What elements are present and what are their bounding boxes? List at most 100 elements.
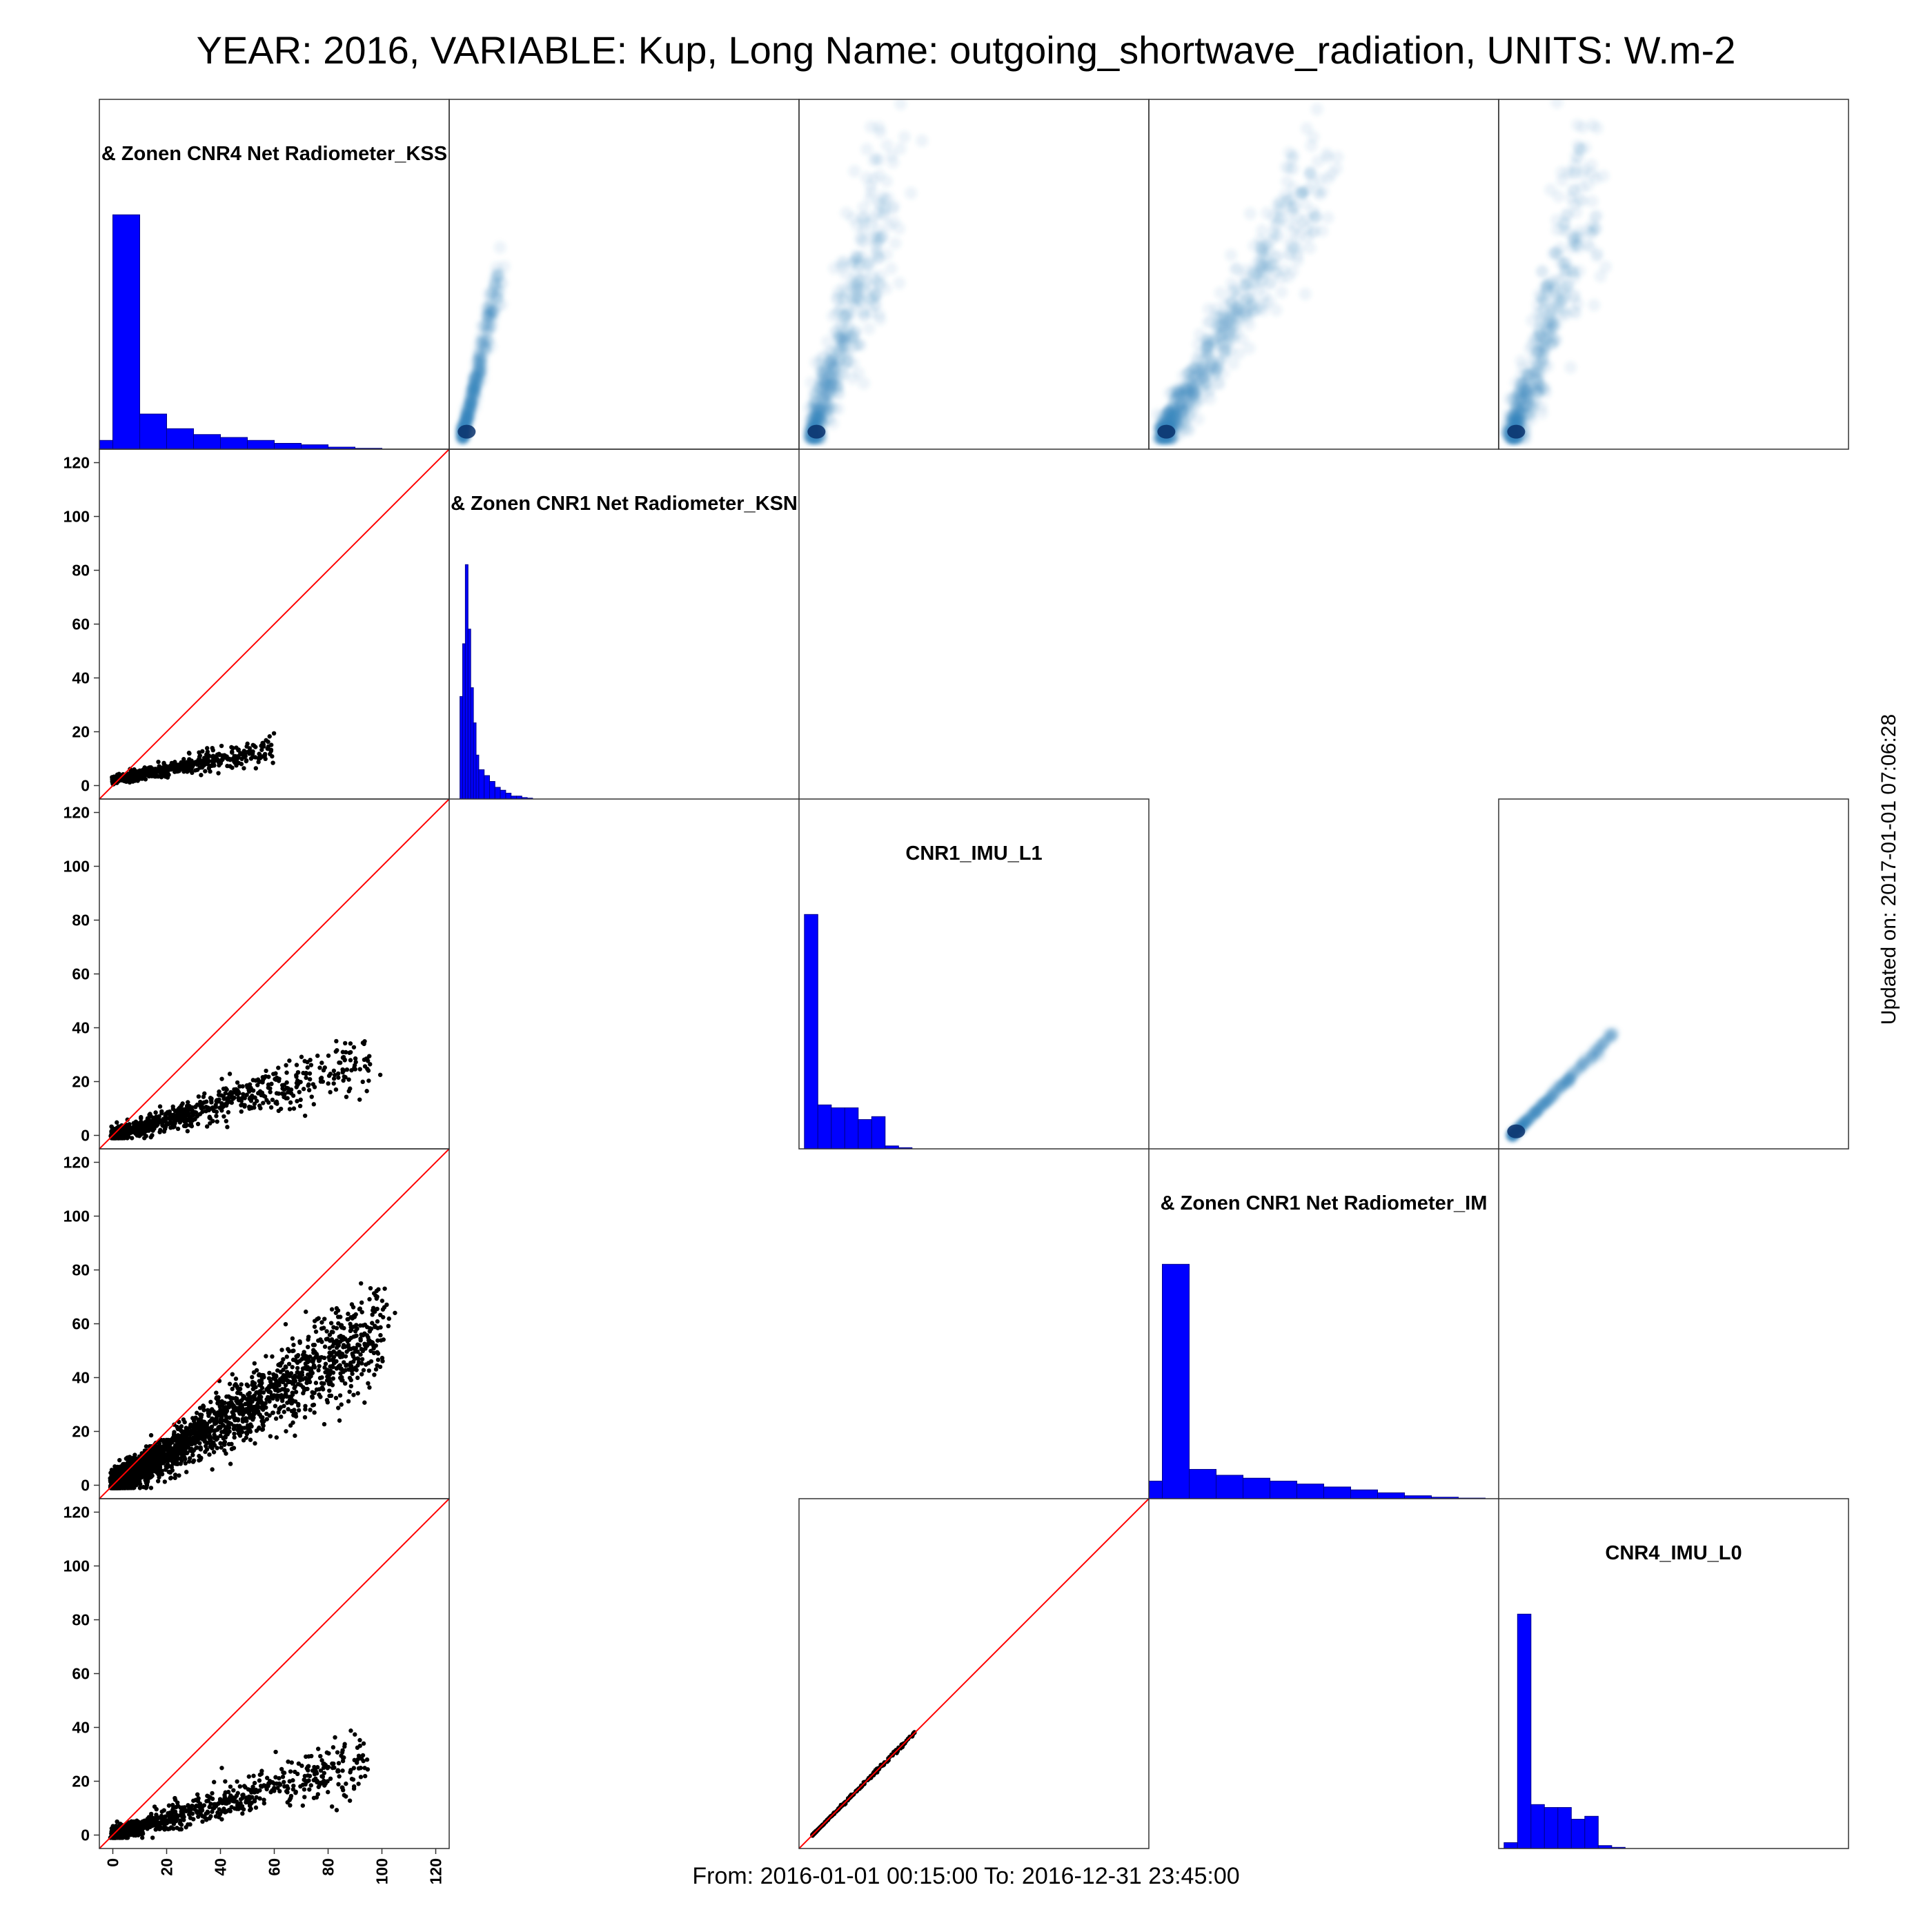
scatter-point — [197, 1103, 203, 1108]
scatter-point — [157, 1822, 161, 1826]
scatter-point — [283, 1375, 288, 1381]
scatter-point — [342, 1074, 346, 1079]
scatter-point — [373, 1343, 378, 1348]
scatter-point — [186, 1459, 192, 1464]
scatter-point — [207, 1410, 212, 1416]
scatter-point — [195, 1114, 200, 1118]
scatter-point — [188, 1439, 193, 1445]
scatter-point — [232, 1431, 237, 1437]
scatter-point — [190, 1416, 195, 1421]
scatter-point — [120, 1130, 126, 1135]
scatter-point — [315, 1746, 321, 1751]
scatter-point — [244, 758, 249, 763]
scatter-point — [349, 1302, 355, 1307]
scatter-point — [210, 1796, 215, 1802]
scatter-point — [184, 762, 189, 767]
scatter-point — [324, 1378, 330, 1383]
scatter-point — [280, 1774, 286, 1780]
scatter-point — [283, 1321, 288, 1327]
scatter-point — [226, 1441, 232, 1447]
scatter-point — [210, 1446, 215, 1450]
scatter-point — [202, 1433, 208, 1439]
scatter-point — [330, 1765, 335, 1771]
scatter-point — [304, 1075, 308, 1081]
scatter-point — [184, 1439, 188, 1444]
scatter-point — [365, 1767, 371, 1772]
histogram-bar — [1149, 1481, 1163, 1499]
scatter-point — [249, 1423, 254, 1429]
scatter-point — [228, 764, 233, 769]
scatter-point — [150, 1835, 155, 1840]
scatter-point — [324, 1337, 328, 1342]
scatter-point — [266, 1100, 271, 1105]
scatter-point — [375, 1357, 381, 1362]
scatter-plot-3-0 — [99, 1149, 449, 1499]
scatter-point — [326, 1053, 331, 1058]
scatter-point — [282, 1403, 286, 1408]
scatter-point — [341, 1078, 346, 1083]
scatter-point — [306, 1087, 312, 1093]
scatter-point — [252, 1101, 257, 1107]
scatter-point — [139, 1121, 144, 1127]
variable-title-5: CNR4_IMU_L0 — [1605, 1542, 1742, 1564]
scatter-point — [346, 1317, 351, 1322]
scatter-point — [316, 1359, 322, 1363]
scatter-point — [144, 1444, 149, 1449]
scatter-point — [331, 1076, 337, 1081]
scatter-point — [236, 1401, 241, 1406]
scatter-point — [303, 1407, 308, 1412]
scatter-point — [250, 1408, 255, 1412]
scatter-point — [175, 1433, 180, 1438]
scatter-point — [241, 1438, 246, 1443]
scatter-point — [260, 1080, 265, 1085]
scatter-point — [252, 1799, 257, 1804]
scatter-point — [200, 1819, 205, 1824]
scatter-point — [149, 1121, 154, 1125]
scatter-point — [306, 1773, 310, 1778]
scatter-point — [336, 1761, 342, 1766]
scatter-point — [280, 1395, 286, 1401]
histogram-bar — [460, 696, 463, 799]
scatter-point — [166, 1443, 170, 1448]
scatter-point — [226, 1800, 231, 1805]
scatter-point — [173, 1450, 178, 1455]
scatter-point — [325, 1368, 330, 1372]
scatter-point — [224, 1414, 228, 1419]
scatter-point — [296, 1081, 301, 1086]
scatter-point — [342, 1793, 347, 1797]
scatter-point — [361, 1741, 366, 1746]
scatter-point — [232, 1090, 237, 1094]
scatter-point — [348, 1363, 353, 1368]
scatter-point — [370, 1321, 375, 1325]
scatter-point — [141, 1461, 147, 1467]
scatter-point — [331, 1330, 335, 1334]
scatter-point — [230, 1396, 235, 1401]
scatter-point — [284, 1429, 288, 1434]
scatter-point — [311, 1402, 317, 1408]
scatter-point — [313, 1329, 319, 1334]
scatter-point — [145, 1459, 150, 1463]
scatter-point — [269, 1081, 274, 1087]
histogram-bar — [871, 1116, 886, 1149]
histogram-bar — [139, 413, 167, 449]
scatter-point — [291, 1377, 297, 1383]
scatter-point — [148, 1486, 154, 1490]
histogram-bar — [464, 564, 469, 799]
scatter-point — [380, 1307, 386, 1312]
scatter-point — [282, 1780, 286, 1784]
scatter-point — [273, 1076, 277, 1082]
scatter-point — [292, 1413, 297, 1418]
scatter-point — [201, 1094, 206, 1099]
scatter-point — [348, 1383, 353, 1389]
scatter-point — [197, 1458, 201, 1463]
scatter-point — [250, 1386, 256, 1392]
scatter-point — [359, 1756, 364, 1761]
scatter-point — [331, 1745, 336, 1750]
scatter-point — [344, 1363, 348, 1368]
scatter-point — [346, 1077, 351, 1082]
scatter-point — [229, 1446, 235, 1452]
scatter-point — [197, 756, 202, 762]
scatter-point — [239, 1382, 244, 1387]
scatter-point — [362, 1057, 367, 1063]
scatter-point — [228, 1461, 233, 1466]
